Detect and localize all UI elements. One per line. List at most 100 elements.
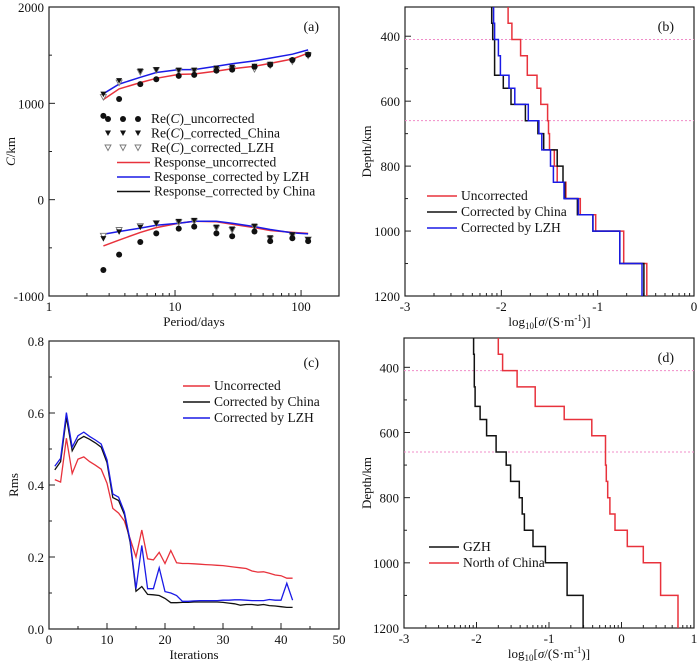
data-point-circle [289,56,296,63]
y-tick-label: -1000 [14,289,44,304]
data-point-circle [267,61,274,68]
panel-d: -3 -2 -1 0 1 400 600 800 1000 1200 log10[σ/(S·m-1)… [359,337,698,663]
y-tick-label: 1200 [374,289,400,304]
data-point-circle [100,112,107,119]
data-point-triangle-filled [153,220,160,227]
data-point-triangle-filled [100,91,107,98]
response-line-real [102,52,309,101]
data-point-circle [191,223,198,230]
data-point-triangle-filled [137,68,144,75]
x-tick-label: 1 [46,299,53,314]
x-axis-label: Iterations [169,647,218,662]
x-tick-label: 1 [691,631,698,646]
x-tick-label: 100 [291,299,311,314]
x-tick-label: 20 [159,632,172,647]
y-axis-label: Depth/km [359,126,374,178]
data-point-circle [213,67,220,74]
data-point-circle [137,81,144,88]
data-point-circle [229,66,236,73]
y-tick-label: 800 [381,159,401,174]
data-point-triangle-filled [251,223,258,230]
data-point-triangle-filled [116,78,123,84]
y-tick-label: 2000 [18,0,44,15]
data-point-triangle-filled [105,130,111,136]
plot-frame [403,337,695,629]
y-tick-label: 1000 [374,224,400,239]
legend-label: GZH [463,539,491,554]
data-point-circle [289,235,296,242]
x-axis-label: log10[σ/(S·m-1)] [508,645,590,663]
x-tick-label: -3 [399,631,410,646]
legend-label: Corrected by LZH [461,220,561,235]
data-point-circle [175,225,182,232]
legend-label: Response_corrected by LZH [154,169,309,184]
rms-line [54,438,293,579]
x-tick-label: 0 [691,299,698,314]
legend-label: Uncorrected [461,188,528,203]
rms-line [54,412,294,602]
x-tick-label: 50 [333,632,346,647]
conductivity-profile-line [507,7,648,296]
data-point-triangle-filled [289,232,296,238]
data-point-circle [251,228,258,235]
legend-label: Corrected by LZH [214,410,314,425]
data-point-circle [305,238,312,245]
conductivity-profile-line [492,7,643,296]
data-point-circle [251,63,258,70]
data-point-triangle-filled [191,67,198,74]
rms-line [54,417,293,609]
data-point-triangle-filled [120,130,126,136]
data-point-circle [267,238,274,245]
data-point-circle [116,251,123,258]
x-tick-label: -3 [400,299,411,314]
y-tick-label: 0.8 [28,334,44,349]
y-tick-label: 400 [381,29,401,44]
y-tick-label: 0.6 [28,406,45,421]
y-tick-label: 1000 [373,556,399,571]
data-point-triangle-filled [191,217,198,224]
y-tick-label: 400 [380,360,400,375]
plot-frame [404,6,695,297]
panel-label: (a) [303,20,319,35]
x-tick-label: 0 [618,631,625,646]
y-tick-label: 0.2 [28,550,44,565]
data-point-triangle-filled [175,218,182,225]
legend-label: Response_uncorrected [154,155,276,170]
data-point-triangle-open [119,144,127,152]
data-point-circle [135,116,141,122]
data-point-circle [305,51,312,58]
data-point-triangle-filled [229,226,236,233]
conductivity-profile-line [490,7,645,296]
data-point-triangle-filled [116,229,123,235]
x-tick-label: 0 [46,632,53,647]
panel-label: (c) [303,356,319,371]
y-tick-label: 0.0 [28,622,44,637]
data-point-triangle-open [104,144,112,152]
legend-label: Response_corrected by China [154,184,315,199]
y-axis-label: Depth/km [359,457,374,509]
panel-a: 1 10 100 -1000 0 1000 2000 Period/days C/km (a) Re… [3,0,340,329]
data-point-circle [229,233,236,240]
y-tick-label: 1200 [373,621,399,636]
data-point-triangle-open [99,232,108,240]
data-point-circle [120,116,126,122]
data-point-circle [116,95,123,102]
data-point-circle [105,116,111,122]
x-tick-label: 30 [217,632,230,647]
x-axis-label: Period/days [163,314,224,329]
y-tick-label: 600 [381,94,401,109]
panel-b: -3 -2 -1 0 400 600 800 1000 1200 log10[σ/(S·m-1)]… [359,6,698,331]
data-point-circle [175,72,182,79]
panel-c: 0 10 20 30 40 50 0.0 0.2 0.4 0.6 0.8 Iterations Rms (… [6,334,346,662]
y-tick-label: 1000 [18,96,44,111]
data-point-circle [153,76,160,83]
y-tick-label: 0.4 [28,478,45,493]
y-axis-label: C/km [3,137,18,166]
y-axis-label: Rms [6,473,21,497]
panel-label: (d) [658,351,675,366]
x-tick-label: 10 [169,299,182,314]
legend-label: Re(C)_uncorrected [151,111,255,126]
data-point-triangle-filled [137,224,144,231]
data-point-triangle-filled [100,236,107,242]
